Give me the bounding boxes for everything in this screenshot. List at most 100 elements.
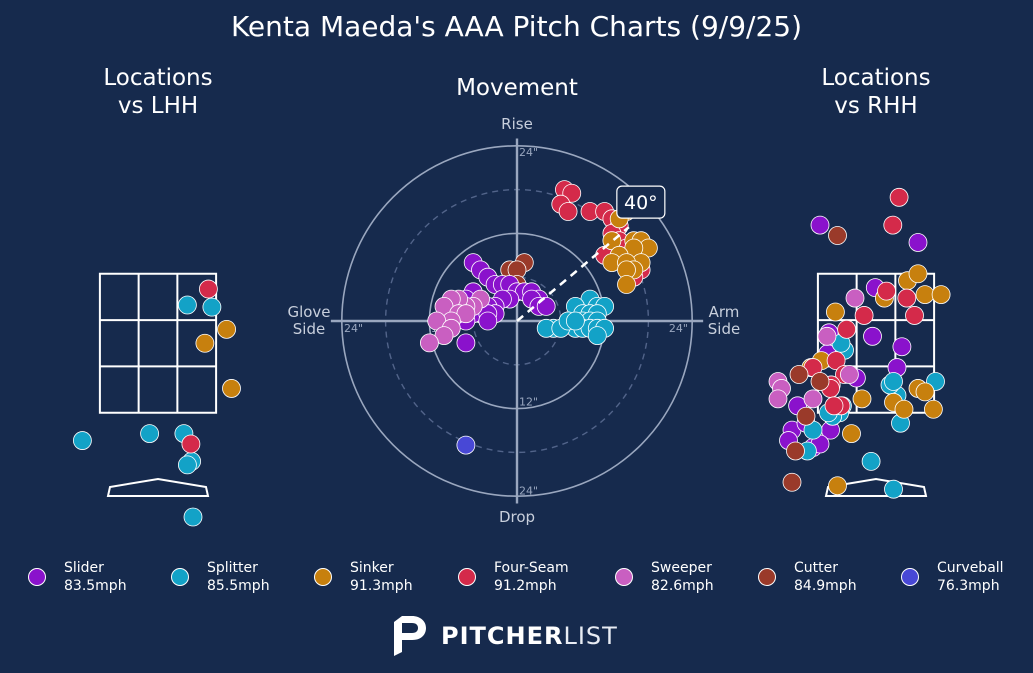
lhh-pitch-splitter bbox=[73, 431, 92, 450]
rhh-pitch-splitter bbox=[884, 372, 903, 391]
legend-speed: 83.5mph bbox=[64, 578, 127, 594]
lhh-panel-title: Locations vs LHH bbox=[58, 64, 258, 120]
legend-speed: 91.3mph bbox=[350, 578, 413, 594]
lhh-title-line1: Locations bbox=[103, 65, 213, 91]
arm-angle-label: 40° bbox=[624, 192, 658, 214]
pitch-legend: Slider 83.5mph Splitter 85.5mph Sinker 91.3mp… bbox=[0, 560, 1033, 600]
movement-label-drop: Drop bbox=[499, 508, 535, 526]
movement-label-arm: Arm bbox=[709, 303, 740, 321]
legend-name: Curveball bbox=[937, 560, 1004, 576]
rhh-pitch-sinker bbox=[894, 399, 914, 419]
rhh-panel-title: Locations vs RHH bbox=[776, 64, 976, 120]
rhh-pitch-slider bbox=[892, 337, 912, 357]
legend-dot-curveball bbox=[901, 568, 919, 586]
rhh-pitch-slider bbox=[863, 326, 882, 346]
pitcherlist-logo: PITCHERLIST bbox=[388, 612, 648, 658]
movement-label-arm-side: Side bbox=[708, 320, 740, 338]
rhh-panel bbox=[768, 187, 951, 499]
movement-pitch-slider bbox=[456, 333, 476, 353]
legend-speed: 91.2mph bbox=[494, 578, 557, 594]
arm-angle-line bbox=[516, 226, 630, 322]
rhh-pitch-sweeper bbox=[840, 365, 859, 384]
movement-label-rise: Rise bbox=[501, 115, 533, 133]
lhh-pitch-splitter bbox=[177, 295, 197, 315]
rhh-pitch-four-seam bbox=[889, 187, 909, 207]
brand-bold: PITCHER bbox=[441, 622, 564, 650]
rhh-pitch-four-seam bbox=[905, 306, 924, 325]
rhh-pitch-four-seam bbox=[826, 351, 846, 371]
legend-name: Sweeper bbox=[651, 560, 712, 576]
rhh-pitch-sinker bbox=[826, 302, 845, 322]
movement-pitch-splitter bbox=[566, 311, 585, 331]
lhh-pitch-splitter bbox=[202, 297, 222, 317]
legend-dot-sinker bbox=[314, 568, 332, 586]
movement-panel-title: Movement bbox=[456, 75, 578, 101]
rhh-pitch-four-seam bbox=[877, 281, 896, 301]
legend-dot-slider bbox=[28, 568, 46, 586]
rhh-pitch-four-seam bbox=[897, 288, 917, 308]
rhh-pitch-cutter bbox=[782, 472, 802, 492]
legend-speed: 84.9mph bbox=[794, 578, 857, 594]
rhh-pitch-cutter bbox=[796, 406, 816, 426]
rhh-pitch-sweeper bbox=[845, 288, 865, 308]
rhh-pitch-sinker bbox=[842, 424, 861, 444]
rhh-pitch-cutter bbox=[810, 372, 830, 391]
rhh-pitch-four-seam bbox=[824, 396, 844, 416]
rhh-pitch-sinker bbox=[852, 389, 872, 409]
legend-dot-sweeper bbox=[615, 568, 633, 586]
lhh-panel bbox=[73, 272, 241, 527]
legend-dot-cutter bbox=[758, 568, 776, 586]
legend-speed: 82.6mph bbox=[651, 578, 714, 594]
movement-panel: 24"12"24"12"24"24"RiseDropGloveSideArmSi… bbox=[287, 115, 740, 526]
rhh-pitch-cutter bbox=[789, 365, 809, 384]
rhh-pitch-sinker bbox=[828, 476, 847, 496]
rhh-title-line2: vs RHH bbox=[834, 93, 918, 119]
pitcherlist-wordmark: PITCHERLIST bbox=[441, 622, 618, 650]
movement-label-glove-side: Side bbox=[293, 320, 325, 338]
legend-name: Four-Seam bbox=[494, 560, 569, 576]
rhh-pitch-four-seam bbox=[883, 215, 903, 235]
rhh-pitch-four-seam bbox=[837, 319, 856, 339]
rhh-title-line1: Locations bbox=[821, 65, 931, 91]
rhh-strike-zone bbox=[816, 272, 936, 414]
chart-title: Kenta Maeda's AAA Pitch Charts (9/9/25) bbox=[230, 10, 803, 43]
lhh-pitch-four-seam bbox=[198, 279, 218, 299]
rhh-pitch-splitter bbox=[884, 479, 903, 499]
legend-name: Slider bbox=[64, 560, 104, 576]
movement-pitch-slider bbox=[478, 311, 498, 331]
ring-label-right-24: 24" bbox=[669, 322, 688, 335]
rhh-pitch-four-seam bbox=[854, 306, 874, 325]
ring-label-left-24: 24" bbox=[344, 322, 363, 335]
rhh-pitch-sinker bbox=[915, 382, 935, 402]
movement-pitch-splitter bbox=[587, 326, 607, 346]
lhh-strike-zone bbox=[98, 272, 218, 414]
legend-dot-four-seam bbox=[458, 568, 476, 586]
rhh-pitch-sweeper bbox=[768, 389, 788, 409]
movement-pitch-slider bbox=[536, 296, 556, 316]
rhh-pitch-sinker bbox=[915, 285, 935, 305]
ring-label-bottom-24: 24" bbox=[519, 485, 538, 498]
legend-name: Splitter bbox=[207, 560, 258, 576]
lhh-pitch-sinker bbox=[217, 319, 237, 339]
rhh-pitch-sinker bbox=[931, 285, 951, 305]
rhh-pitch-slider bbox=[810, 215, 830, 235]
legend-name: Sinker bbox=[350, 560, 394, 576]
rhh-pitch-splitter bbox=[861, 451, 881, 471]
rhh-pitch-cutter bbox=[786, 441, 805, 461]
lhh-pitch-sinker bbox=[222, 379, 241, 398]
rhh-pitch-sweeper bbox=[803, 389, 823, 409]
movement-label-glove: Glove bbox=[287, 303, 330, 321]
rhh-pitch-cutter bbox=[828, 226, 847, 245]
movement-pitch-curveball bbox=[456, 435, 476, 455]
lhh-pitch-splitter bbox=[140, 424, 160, 444]
lhh-pitch-four-seam bbox=[181, 434, 201, 454]
arm-angle-box bbox=[616, 185, 666, 219]
legend-speed: 76.3mph bbox=[937, 578, 1000, 594]
rhh-pitch-sinker bbox=[908, 264, 928, 284]
legend-speed: 85.5mph bbox=[207, 578, 270, 594]
lhh-pitch-splitter bbox=[183, 507, 203, 527]
lhh-title-line2: vs LHH bbox=[117, 93, 199, 119]
lhh-home-plate bbox=[106, 477, 210, 497]
movement-pitch-four-seam bbox=[558, 202, 578, 221]
pitch-charts-svg: 24"12"24"12"24"24"RiseDropGloveSideArmSi… bbox=[73, 115, 951, 527]
